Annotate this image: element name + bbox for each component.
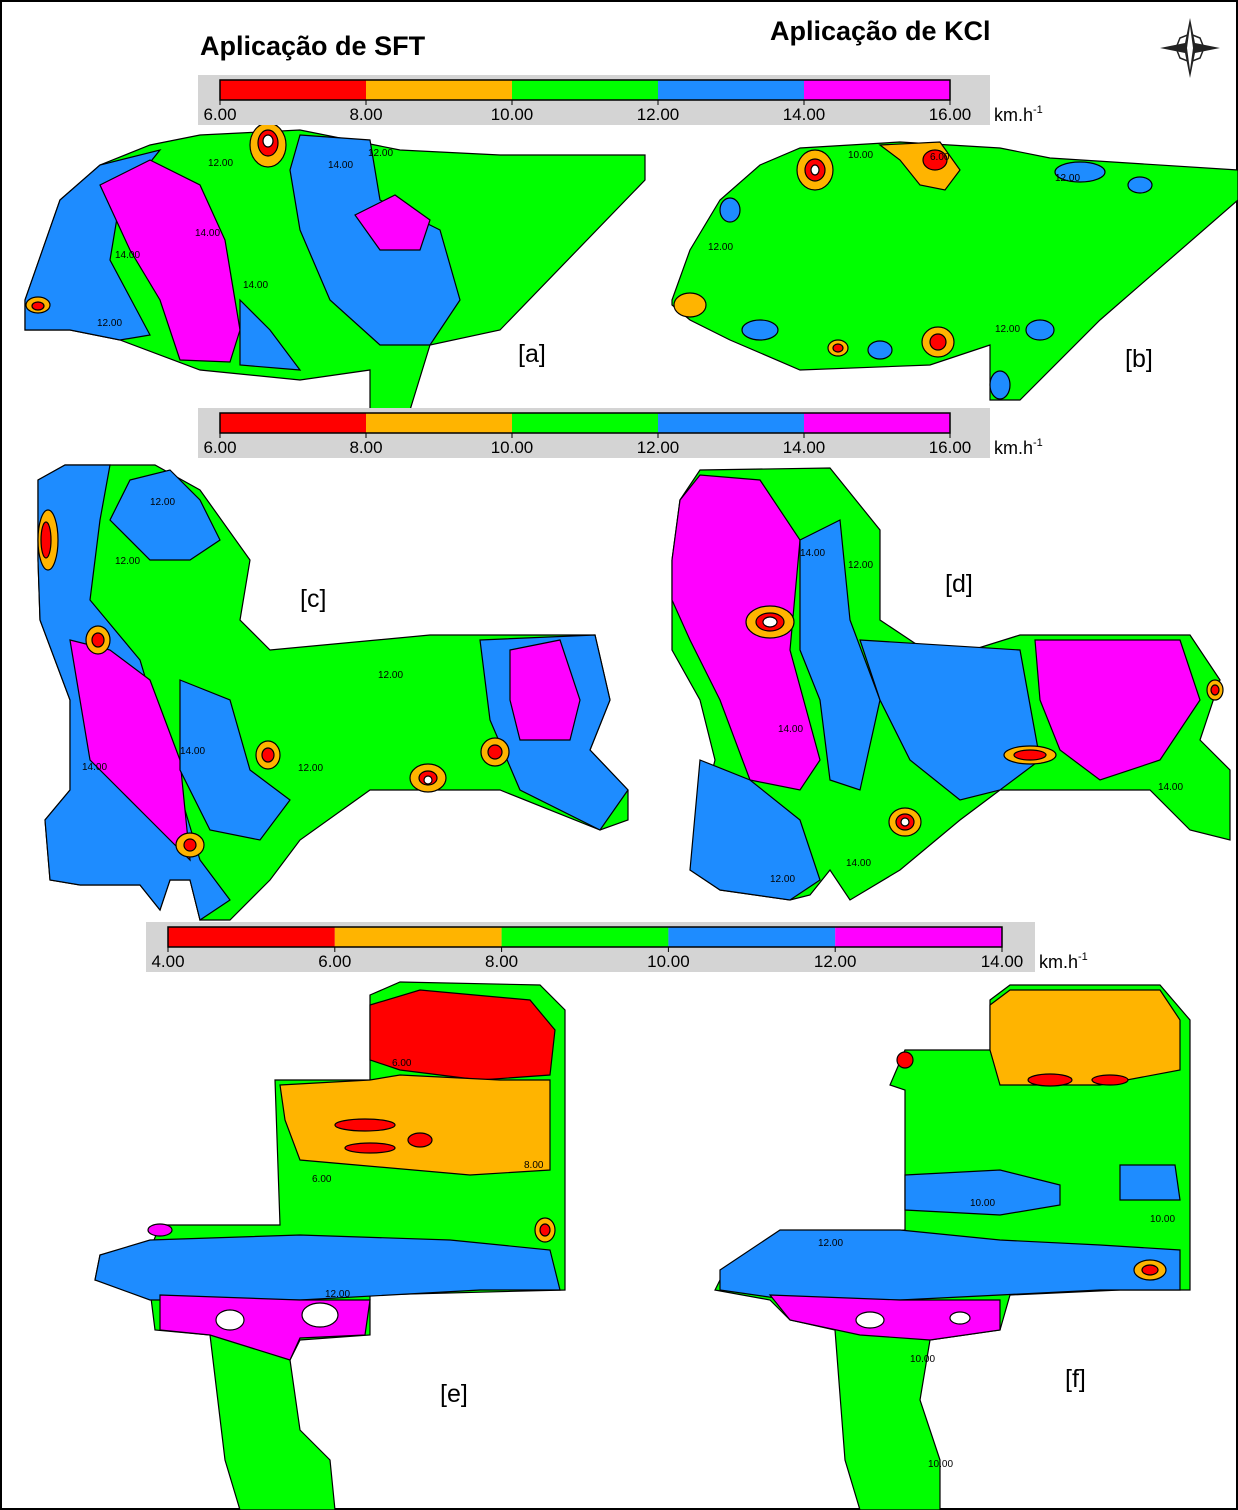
legend-swatch [804,413,950,433]
contour-label: 14.00 [778,724,803,735]
legend-tick-label: 12.00 [814,952,857,971]
contour-label: 12.00 [97,318,122,329]
legend-unit-sup: -1 [1033,104,1043,116]
legend-tick-label: 8.00 [349,438,382,457]
legend-swatch [658,80,804,100]
legend-bar-outline [219,412,951,434]
legend-swatch [168,927,335,947]
legend-tick-label: 16.00 [929,438,972,457]
legend-tick-label: 12.00 [637,438,680,457]
legend-tick-label: 4.00 [151,952,184,971]
contour-label: 14.00 [195,228,220,239]
contour-label: 14.00 [328,160,353,171]
contour-label: 10.00 [1150,1214,1175,1225]
panel-label: [e] [440,1380,468,1408]
legend-swatch [804,80,950,100]
map-c: 12.00 12.00 12.00 14.00 14.00 12.00 [37,464,629,921]
legend-swatch [334,927,502,947]
legend-tick-label: 10.00 [491,438,534,457]
contour-label: 6.00 [930,152,950,163]
legend-unit: km.h-1 [1039,951,1088,972]
map-e: 6.00 6.00 8.00 12.00 [94,981,566,1510]
title-left: Aplicação de SFT [200,31,426,61]
contour-label: 14.00 [180,746,205,757]
contour-label: 10.00 [910,1354,935,1365]
contour-label: 12.00 [995,324,1020,335]
map-d: 14.00 12.00 14.00 14.00 14.00 12.00 [671,467,1231,901]
legend-swatch [512,413,658,433]
legend-tick-label: 8.00 [349,105,382,124]
contour-label: 12.00 [298,763,323,774]
panel-label: [c] [300,585,326,613]
contour-label: 14.00 [82,762,107,773]
legend-tick-label: 6.00 [318,952,351,971]
contour-label: 12.00 [150,497,175,508]
legend-tick-label: 16.00 [929,105,972,124]
contour-label: 6.00 [392,1058,412,1069]
legend-tick-label: 14.00 [981,952,1024,971]
legend-unit-base: km.h [994,438,1033,458]
contour-label: 14.00 [243,280,268,291]
legend-tick-label: 14.00 [783,438,826,457]
contour-label: 12.00 [708,242,733,253]
legend-unit-sup: -1 [1078,951,1088,963]
panel-label: [a] [518,340,546,368]
contour-label: 10.00 [928,1459,953,1470]
legend-unit-sup: -1 [1033,437,1043,449]
legend-tick-label: 10.00 [647,952,690,971]
contour-label: 12.00 [848,560,873,571]
legend-tick-label: 6.00 [203,438,236,457]
legend-swatch [835,927,1002,947]
contour-label: 14.00 [800,548,825,559]
legend-swatch [668,927,836,947]
compass [1160,18,1220,78]
legend-unit: km.h-1 [994,437,1043,458]
legend-tick-label: 6.00 [203,105,236,124]
legend-swatch [366,80,512,100]
legend-bar-outline [219,79,951,101]
map-b: 10.00 6.00 12.00 12.00 12.00 [671,141,1238,401]
legend-tick-label: 12.00 [637,105,680,124]
map-f: 12.00 10.00 10.00 10.00 10.00 [714,984,1191,1510]
contour-label: 10.00 [970,1198,995,1209]
legend-swatch [512,80,658,100]
contour-label: 14.00 [115,250,140,261]
contour-label: 12.00 [818,1238,843,1249]
contour-label: 12.00 [368,148,393,159]
contour-label: 12.00 [115,556,140,567]
legend-unit: km.h-1 [994,104,1043,125]
legend-tick-label: 10.00 [491,105,534,124]
panel-label: [d] [945,570,973,598]
contour-label: 12.00 [770,874,795,885]
contour-label: 14.00 [1158,782,1183,793]
contour-label: 12.00 [378,670,403,681]
contour-label: 12.00 [208,158,233,169]
legend-swatch [220,413,366,433]
panel-label: [b] [1125,345,1153,373]
legend-swatch [658,413,804,433]
legend-tick-label: 8.00 [485,952,518,971]
contour-label: 14.00 [846,858,871,869]
contour-label: 12.00 [325,1289,350,1300]
panel-label: [f] [1065,1365,1086,1393]
map-a: 12.00 14.00 12.00 14.00 14.00 14.00 12.0… [24,122,646,411]
legend-swatch [220,80,366,100]
legend-tick-label: 14.00 [783,105,826,124]
contour-label: 12.00 [1055,173,1080,184]
legend-swatch [501,927,669,947]
title-right: Aplicação de KCl [770,16,991,46]
contour-label: 8.00 [524,1160,544,1171]
legend-unit-base: km.h [994,105,1033,125]
contour-label: 6.00 [312,1174,332,1185]
legend-swatch [366,413,512,433]
legend-bar-outline [167,926,1003,948]
legend-unit-base: km.h [1039,952,1078,972]
contour-label: 10.00 [848,150,873,161]
